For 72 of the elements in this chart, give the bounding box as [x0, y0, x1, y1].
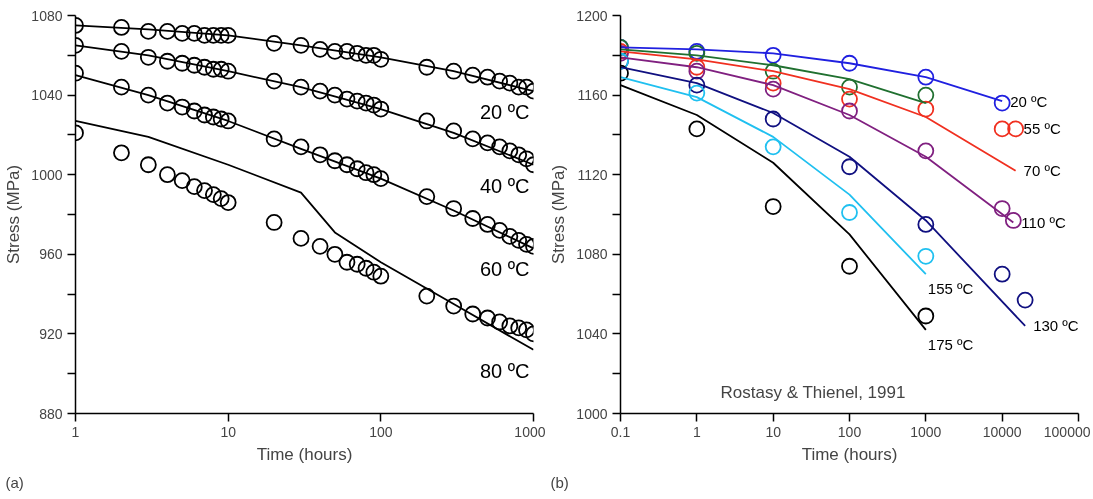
point — [841, 102, 858, 120]
x-tick-label: 0.1 — [610, 423, 631, 440]
y-axis-title: Stress (MPa) — [4, 164, 24, 265]
point — [764, 62, 782, 80]
point — [917, 100, 935, 118]
point — [764, 110, 782, 128]
point — [917, 247, 935, 265]
point — [764, 74, 782, 92]
point — [764, 138, 782, 156]
x-tick-label: 100 — [837, 423, 862, 440]
text: (a) — [5, 473, 24, 491]
y-tick-label: 1080 — [576, 246, 608, 263]
point — [764, 80, 782, 98]
y-tick-label: 1120 — [577, 166, 608, 183]
y-tick-label: 1000 — [31, 166, 63, 183]
series-label: 80 ºC — [479, 359, 530, 382]
point — [688, 62, 706, 80]
x-tick-label: 100 — [369, 423, 393, 440]
x-tick-label: 100000 — [1043, 423, 1091, 440]
point — [841, 204, 858, 221]
point — [993, 200, 1011, 217]
series-label: 40 ºC — [479, 174, 530, 197]
y-tick-label: 960 — [39, 246, 63, 263]
y-tick-label: 1040 — [31, 87, 63, 104]
y-tick-label: 1160 — [577, 87, 608, 104]
y-tick-label: 920 — [39, 325, 63, 342]
point — [917, 86, 935, 104]
series-label: 110 ºC — [1021, 213, 1066, 231]
y-tick-label: 1080 — [31, 7, 63, 24]
x-tick-label: 1 — [692, 423, 701, 440]
x-tick-label: 10 — [220, 423, 237, 440]
y-tick-label: 880 — [39, 405, 63, 422]
point — [993, 120, 1011, 138]
point — [993, 94, 1011, 112]
point — [688, 84, 706, 102]
y-tick-label: 1200 — [576, 7, 608, 24]
point — [917, 142, 935, 160]
series-label: 155 ºC — [927, 280, 974, 298]
series-label: 55 ºC — [1023, 120, 1061, 138]
x-tick-label: 10 — [765, 423, 782, 440]
x-tick-label: 1000 — [514, 423, 546, 440]
series-label: 175 ºC — [927, 335, 974, 353]
series-label: 130 ºC — [1033, 317, 1079, 335]
y-tick-label: 1040 — [576, 325, 608, 342]
series-label: 20 ºC — [479, 101, 530, 124]
point — [917, 68, 935, 86]
point — [993, 265, 1011, 283]
point — [688, 120, 706, 138]
point — [764, 198, 782, 215]
series-label: 60 ºC — [479, 258, 530, 281]
annotation: Rostasy & Thienel, 1991 — [720, 382, 906, 402]
point — [841, 78, 858, 96]
y-tick-label: 1000 — [576, 405, 608, 422]
point — [688, 76, 706, 94]
x-tick-label: 1 — [71, 423, 80, 440]
text: (b) — [550, 473, 569, 491]
series-label: 70 ºC — [1023, 162, 1061, 180]
series-label: 20 ºC — [1010, 92, 1048, 110]
x-tick-label: 10000 — [982, 423, 1022, 440]
y-axis-title: Stress (MPa) — [549, 164, 569, 265]
point — [917, 307, 935, 325]
point — [841, 54, 858, 72]
point — [688, 58, 706, 76]
point — [841, 158, 858, 176]
x-tick-label: 1000 — [910, 423, 942, 440]
point — [917, 216, 935, 233]
point — [764, 46, 782, 64]
point — [841, 257, 858, 275]
point — [841, 90, 858, 108]
x-axis-title: Time (hours) — [256, 444, 353, 464]
line-series — [620, 76, 927, 276]
x-axis-title: Time (hours) — [801, 444, 898, 464]
